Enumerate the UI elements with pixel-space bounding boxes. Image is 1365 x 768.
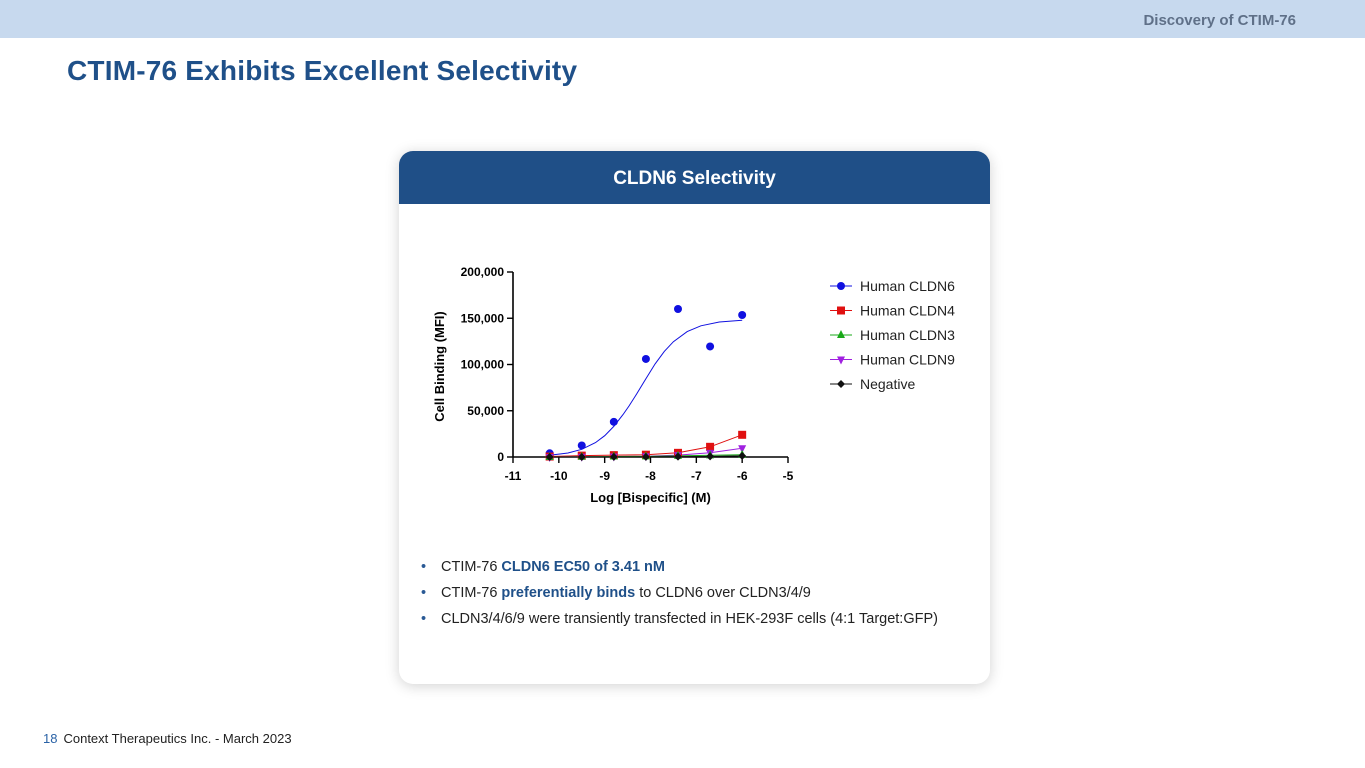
page-number: 18 <box>43 731 58 746</box>
x-tick-label: -9 <box>599 469 610 483</box>
legend-label: Human CLDN4 <box>860 303 955 319</box>
data-point <box>706 452 715 461</box>
data-point <box>641 452 650 461</box>
series-line <box>549 319 743 456</box>
bullet-item: • CTIM-76 preferentially binds to CLDN6 o… <box>421 585 981 601</box>
bullet-text-suffix: to CLDN6 over CLDN3/4/9 <box>635 585 811 601</box>
x-tick-label: -11 <box>505 469 522 483</box>
data-point <box>577 441 586 450</box>
y-tick-label: 0 <box>497 450 504 464</box>
top-banner <box>0 0 1365 38</box>
y-tick-label: 50,000 <box>467 404 504 418</box>
data-point <box>837 306 845 315</box>
x-tick-label: -10 <box>550 469 568 483</box>
y-tick-label: 150,000 <box>461 311 505 325</box>
legend-label: Negative <box>860 376 915 392</box>
footer: 18 Context Therapeutics Inc. - March 2023 <box>43 731 292 746</box>
x-tick-label: -8 <box>645 469 656 483</box>
data-point <box>837 330 845 338</box>
page-title: CTIM-76 Exhibits Excellent Selectivity <box>67 55 578 86</box>
y-tick-label: 200,000 <box>461 265 505 279</box>
selectivity-card: CLDN6 Selectivity -11 -10 -9 -8 -7 -6 -5 0 50,00… <box>399 151 990 684</box>
data-point <box>674 452 682 461</box>
data-point <box>738 445 747 454</box>
bullet-dot: • <box>421 559 427 575</box>
legend-label: Human CLDN9 <box>860 352 955 368</box>
data-point <box>577 453 586 461</box>
card-title: CLDN6 Selectivity <box>399 151 990 204</box>
data-point <box>738 311 747 320</box>
legend-label: Human CLDN6 <box>860 278 955 294</box>
findings-list: • CTIM-76 CLDN6 EC50 of 3.41 nM • CTIM-76 p… <box>421 559 981 637</box>
x-tick-label: -7 <box>691 469 702 483</box>
legend-label: Human CLDN3 <box>860 327 955 343</box>
data-point <box>609 452 618 461</box>
section-label: Discovery of CTIM-76 <box>1143 12 1296 29</box>
bullet-text: CLDN3/4/6/9 were transiently transfected… <box>441 611 938 627</box>
data-point <box>837 282 845 290</box>
x-tick-label: -5 <box>783 469 794 483</box>
data-point <box>706 442 715 451</box>
cell-binding-chart: -11 -10 -9 -8 -7 -6 -5 0 50,000 100,000 150,000 200… <box>432 265 955 505</box>
y-axis-label: Cell Binding (MFI) <box>432 311 447 421</box>
data-point <box>674 305 682 313</box>
bullet-text: CTIM-76 <box>441 585 502 601</box>
bullet-item: • CTIM-76 CLDN6 EC50 of 3.41 nM <box>421 559 981 575</box>
x-axis-label: Log [Bispecific] (M) <box>590 490 711 505</box>
bullet-text: CTIM-76 <box>441 559 502 575</box>
footer-text: Context Therapeutics Inc. - March 2023 <box>63 731 292 746</box>
data-point <box>609 417 618 426</box>
data-point <box>738 430 747 439</box>
data-point <box>706 342 715 351</box>
data-point <box>837 380 845 388</box>
bullet-dot: • <box>421 611 427 627</box>
bullet-highlight: CLDN6 EC50 of 3.41 nM <box>501 559 665 575</box>
bullet-dot: • <box>421 585 427 601</box>
data-point <box>738 451 747 460</box>
data-point <box>545 453 554 461</box>
y-tick-label: 100,000 <box>461 358 505 372</box>
bullet-highlight: preferentially binds <box>501 585 636 601</box>
data-point <box>641 354 650 363</box>
data-point <box>837 356 845 365</box>
bullet-item: • CLDN3/4/6/9 were transiently transfecte… <box>421 611 981 627</box>
x-tick-label: -6 <box>737 469 748 483</box>
